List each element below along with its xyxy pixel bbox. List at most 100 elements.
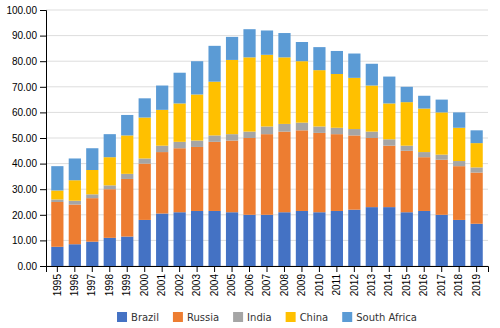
bar: [348, 54, 360, 78]
bar: [418, 109, 430, 153]
x-tick: 2006: [244, 266, 255, 296]
bar: [139, 164, 151, 220]
x-tick-mark: [284, 266, 285, 272]
bar-series: [51, 29, 483, 190]
bar: [331, 211, 343, 266]
bar: [156, 214, 168, 266]
x-tick-label: 2007: [261, 274, 272, 297]
bar: [226, 37, 238, 60]
y-tick-label: 10.00: [12, 235, 37, 246]
bar: [313, 212, 325, 266]
bar: [191, 94, 203, 140]
x-tick: 2017: [436, 266, 447, 296]
legend-item: Brazil: [117, 312, 159, 323]
bar: [453, 112, 465, 127]
bar: [453, 128, 465, 161]
x-tick: 2008: [279, 266, 290, 296]
bar: [296, 123, 308, 131]
legend-item: South Africa: [342, 312, 417, 323]
y-tick-label: 20.00: [12, 210, 37, 221]
x-tick: 1995: [52, 266, 63, 296]
x-tick-label: 2001: [156, 274, 167, 297]
grid: [46, 10, 488, 266]
x-tick: 2018: [453, 266, 464, 296]
bar: [69, 244, 81, 266]
bar: [69, 205, 81, 245]
x-tick: 2010: [314, 266, 325, 296]
bar: [208, 142, 220, 211]
legend-swatch: [233, 312, 243, 322]
bar: [121, 179, 133, 237]
y-tick-label: 40.00: [12, 158, 37, 169]
x-tick-label: 2005: [226, 274, 237, 297]
x-tick-mark: [441, 266, 442, 272]
bar: [261, 30, 273, 54]
x-tick-label: 2009: [296, 274, 307, 297]
x-tick: 1998: [104, 266, 115, 296]
y-tick-mark: [40, 164, 46, 165]
x-tick: 2014: [383, 266, 394, 296]
bar: [471, 143, 483, 167]
x-tick-mark: [197, 266, 198, 272]
bar: [383, 77, 395, 104]
y-tick-label: 50.00: [12, 133, 37, 144]
bar: [243, 138, 255, 215]
x-tick: 2003: [191, 266, 202, 296]
y-tick: 60.00: [12, 107, 46, 118]
legend-item: Russia: [173, 312, 219, 323]
x-tick: 2013: [366, 266, 377, 296]
y-tick: 90.00: [12, 30, 46, 41]
x-axis: 1995199619971998199920002001200220032004…: [47, 266, 489, 296]
x-axis-line: [47, 267, 489, 273]
bar: [436, 215, 448, 266]
bar: [191, 61, 203, 94]
x-tick-mark: [109, 266, 110, 272]
bar: [208, 211, 220, 266]
bar: [296, 130, 308, 211]
y-tick: 50.00: [12, 133, 46, 144]
y-tick: 30.00: [12, 184, 46, 195]
x-tick: 2004: [209, 266, 220, 296]
x-tick: 1997: [86, 266, 97, 296]
x-tick-label: 1998: [104, 274, 115, 297]
bar: [278, 124, 290, 132]
x-tick-mark: [459, 266, 460, 272]
bar: [121, 135, 133, 173]
x-tick-label: 2017: [436, 274, 447, 297]
bar: [156, 146, 168, 152]
bar: [208, 135, 220, 141]
bar: [226, 60, 238, 134]
x-tick-mark: [127, 266, 128, 272]
y-tick: 0.00: [18, 261, 46, 272]
x-tick: 1996: [69, 266, 80, 296]
bar: [453, 220, 465, 266]
bar: [104, 189, 116, 238]
plot: 0.0010.0020.0030.0040.0050.0060.0070.008…: [6, 5, 488, 297]
bar: [69, 180, 81, 200]
x-tick: 2009: [296, 266, 307, 296]
bar: [208, 46, 220, 82]
x-tick: 2015: [401, 266, 412, 296]
bar: [436, 155, 448, 160]
x-tick-mark: [232, 266, 233, 272]
bar: [226, 134, 238, 140]
x-tick-label: 2018: [453, 274, 464, 297]
bar: [121, 237, 133, 266]
bar: [296, 42, 308, 61]
y-tick-mark: [40, 266, 46, 267]
bar: [471, 173, 483, 224]
bar: [471, 224, 483, 266]
x-tick-label: 2002: [174, 274, 185, 297]
x-tick-label: 1999: [121, 274, 132, 297]
y-axis-line: [40, 11, 47, 267]
bar: [243, 29, 255, 57]
bar: [86, 148, 98, 170]
legend-label: South Africa: [356, 312, 417, 323]
bar: [156, 86, 168, 110]
bar-series: [51, 130, 483, 246]
bar: [348, 129, 360, 135]
legend-label: India: [247, 312, 272, 323]
y-tick-mark: [40, 36, 46, 37]
bar: [471, 167, 483, 172]
bar: [156, 110, 168, 146]
